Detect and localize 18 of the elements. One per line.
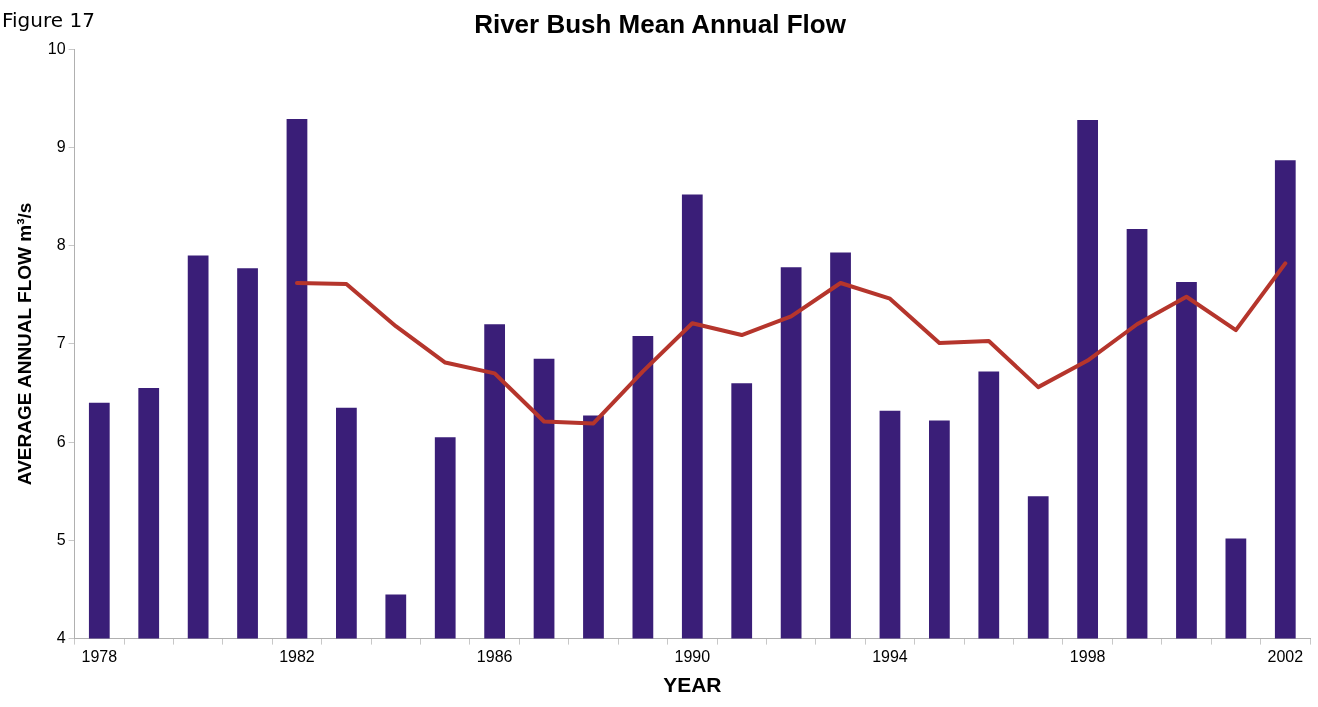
y-tick-label: 9 (56, 137, 66, 155)
x-tick-label: 1994 (872, 647, 908, 665)
y-tick-label: 5 (56, 530, 66, 548)
x-axis-title: YEAR (663, 673, 722, 697)
x-tick-label: 1990 (674, 647, 711, 665)
x-tick-label: 1982 (279, 647, 315, 665)
x-tick-label: 1998 (1069, 647, 1106, 665)
x-tick-label: 1978 (81, 647, 118, 665)
y-tick-label: 8 (56, 236, 66, 254)
y-tick-label: 6 (56, 432, 66, 450)
y-tick-label: 4 (56, 629, 66, 647)
caption: Figure 17 (2, 8, 95, 32)
x-tick-label: 1986 (476, 647, 513, 665)
x-tick-label: 2002 (1267, 647, 1304, 665)
y-axis-title: AVERAGE ANNUAL FLOW m³/s (13, 202, 35, 486)
chart-title: River Bush Mean Annual Flow (474, 8, 847, 39)
y-tick-label: 7 (56, 334, 66, 352)
y-tick-label: 10 (47, 39, 66, 57)
